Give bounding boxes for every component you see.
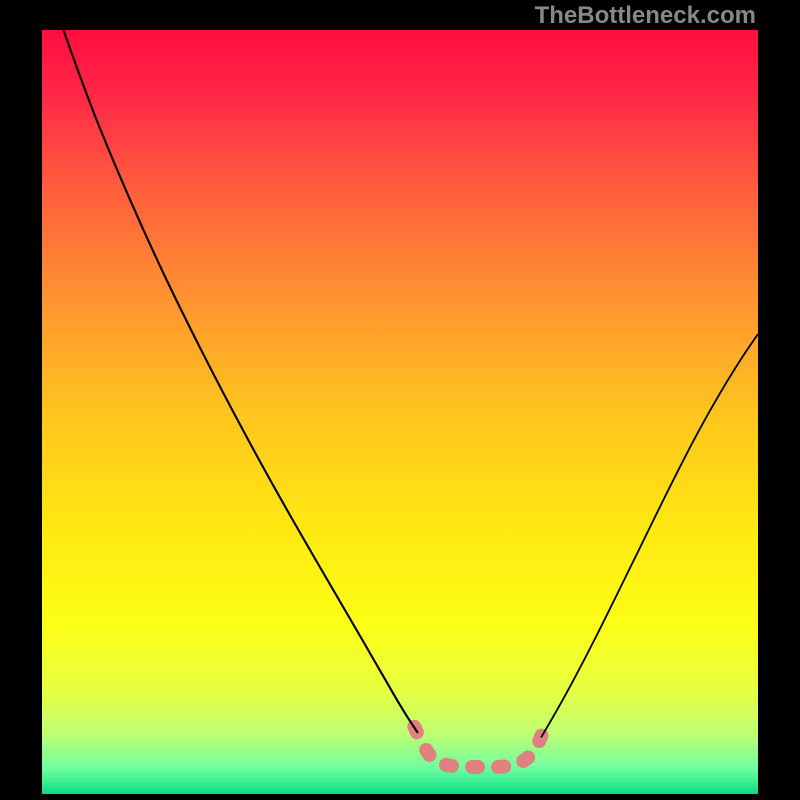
border-bottom	[0, 794, 800, 800]
chart-root: { "canvas": { "width": 800, "height": 80…	[0, 0, 800, 800]
plot-background	[42, 30, 758, 794]
border-top	[0, 0, 800, 30]
border-left	[0, 0, 42, 800]
border-right	[758, 0, 800, 800]
